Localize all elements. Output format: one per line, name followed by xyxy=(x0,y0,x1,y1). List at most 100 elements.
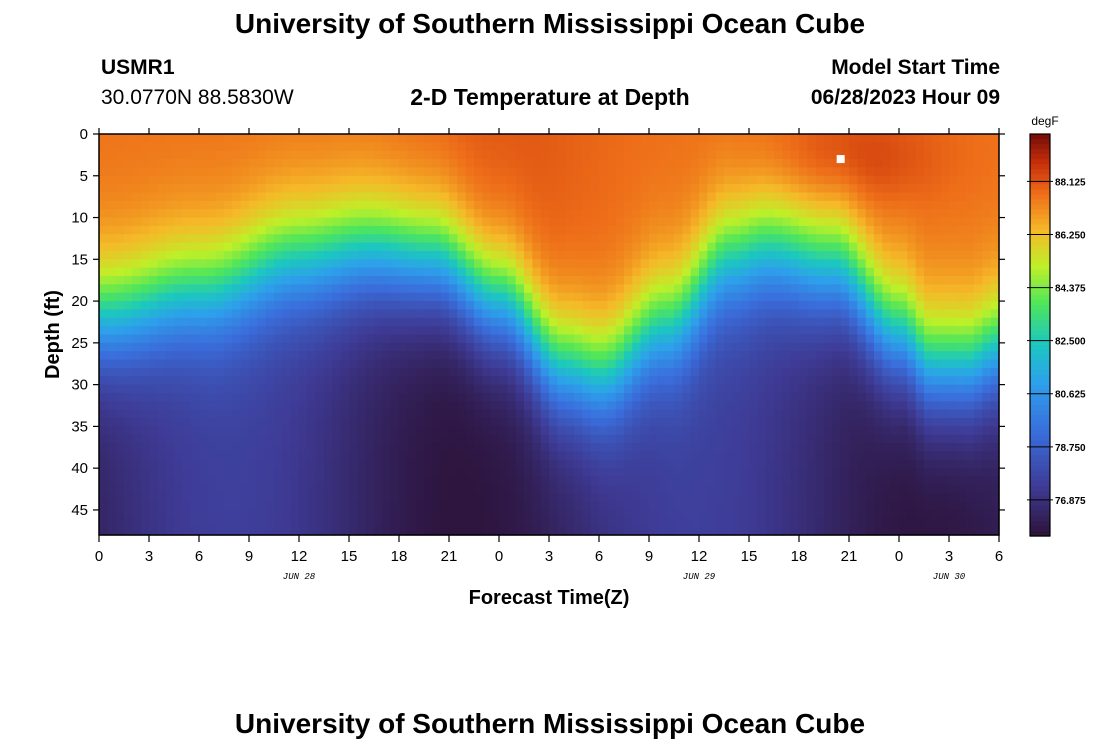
heatmap-cell xyxy=(315,451,325,461)
heatmap-cell xyxy=(632,301,642,311)
heatmap-cell xyxy=(940,342,950,352)
heatmap-cell xyxy=(840,426,850,436)
heatmap-cell xyxy=(707,476,717,486)
heatmap-cell xyxy=(407,167,417,177)
heatmap-cell xyxy=(749,409,758,419)
heatmap-cell xyxy=(699,234,708,244)
heatmap-cell xyxy=(382,418,392,427)
heatmap-cell xyxy=(774,509,783,519)
heatmap-cell xyxy=(899,326,908,336)
heatmap-cell xyxy=(624,334,633,344)
heatmap-cell xyxy=(290,426,300,436)
heatmap-cell xyxy=(232,159,242,169)
heatmap-cell xyxy=(465,134,475,143)
heatmap-cell xyxy=(399,434,408,444)
heatmap-cell xyxy=(449,476,458,486)
heatmap-cell xyxy=(865,200,875,210)
heatmap-cell xyxy=(624,376,633,386)
heatmap-cell xyxy=(657,259,667,269)
heatmap-cell xyxy=(349,351,358,361)
heatmap-cell xyxy=(415,409,425,419)
heatmap-cell xyxy=(632,200,642,210)
heatmap-cell xyxy=(765,309,775,319)
heatmap-cell xyxy=(565,342,575,352)
heatmap-cell xyxy=(657,234,667,244)
heatmap-cell xyxy=(107,451,117,461)
heatmap-cell xyxy=(574,284,583,294)
heatmap-cell xyxy=(257,376,267,386)
heatmap-cell xyxy=(790,301,800,311)
heatmap-cell xyxy=(357,284,367,294)
heatmap-cell xyxy=(349,150,358,160)
heatmap-cell xyxy=(640,451,650,461)
heatmap-cell xyxy=(257,284,267,294)
heatmap-cell xyxy=(449,209,458,219)
heatmap-cell xyxy=(949,234,958,244)
heatmap-cell xyxy=(257,426,267,436)
heatmap-cell xyxy=(907,284,917,294)
heatmap-cell xyxy=(890,401,900,411)
heatmap-cell xyxy=(199,267,208,277)
heatmap-cell xyxy=(549,459,558,469)
heatmap-cell xyxy=(282,493,292,503)
heatmap-cell xyxy=(240,409,250,419)
heatmap-cell xyxy=(365,309,375,319)
heatmap-cell xyxy=(515,401,525,411)
heatmap-cell xyxy=(607,509,617,519)
heatmap-cell xyxy=(474,509,483,519)
heatmap-cell xyxy=(582,476,592,486)
heatmap-cell xyxy=(432,175,442,185)
heatmap-cell xyxy=(699,342,708,352)
heatmap-cell xyxy=(374,309,383,319)
heatmap-cell xyxy=(99,384,108,394)
heatmap-cell xyxy=(540,476,550,486)
heatmap-cell xyxy=(290,276,300,285)
heatmap-cell xyxy=(249,501,258,511)
heatmap-cell xyxy=(482,334,492,344)
heatmap-cell xyxy=(340,484,350,494)
heatmap-cell xyxy=(299,409,308,419)
heatmap-cell xyxy=(949,443,958,453)
heatmap-cell xyxy=(290,409,300,419)
heatmap-cell xyxy=(924,392,933,402)
heatmap-cell xyxy=(549,267,558,277)
heatmap-cell xyxy=(524,459,533,469)
heatmap-cell xyxy=(165,159,175,169)
heatmap-cell xyxy=(157,367,167,377)
heatmap-cell xyxy=(99,493,108,503)
heatmap-cell xyxy=(240,451,250,461)
heatmap-cell xyxy=(649,142,658,152)
heatmap-cell xyxy=(290,175,300,185)
heatmap-cell xyxy=(324,134,333,143)
heatmap-cell xyxy=(832,259,842,269)
heatmap-cell xyxy=(865,426,875,436)
heatmap-cell xyxy=(707,209,717,219)
heatmap-cell xyxy=(240,200,250,210)
heatmap-cell xyxy=(649,217,658,227)
heatmap-cell xyxy=(432,234,442,244)
heatmap-cell xyxy=(615,493,625,503)
heatmap-cell xyxy=(357,334,367,344)
heatmap-cell xyxy=(390,267,400,277)
heatmap-cell xyxy=(974,309,983,319)
heatmap-cell xyxy=(632,409,642,419)
heatmap-cell xyxy=(157,217,167,227)
heatmap-cell xyxy=(815,501,825,511)
heatmap-cell xyxy=(632,392,642,402)
heatmap-cell xyxy=(757,392,767,402)
heatmap-cell xyxy=(624,426,633,436)
heatmap-cell xyxy=(457,242,467,252)
heatmap-cell xyxy=(199,192,208,202)
heatmap-cell xyxy=(732,384,742,394)
heatmap-cell xyxy=(899,301,908,311)
heatmap-cell xyxy=(415,367,425,377)
heatmap-cell xyxy=(382,443,392,453)
heatmap-cell xyxy=(390,142,400,152)
heatmap-cell xyxy=(865,468,875,478)
heatmap-cell xyxy=(807,276,817,285)
heatmap-cell xyxy=(774,418,783,427)
heatmap-cell xyxy=(307,468,317,478)
heatmap-cell xyxy=(890,351,900,361)
heatmap-cell xyxy=(390,501,400,511)
heatmap-cell xyxy=(674,418,683,427)
